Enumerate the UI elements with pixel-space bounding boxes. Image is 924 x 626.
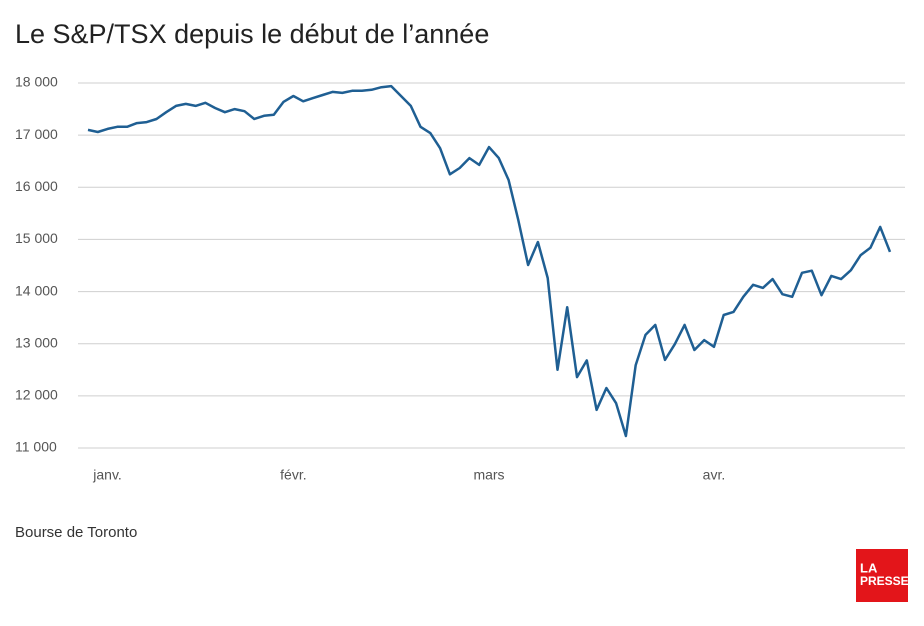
logo-line: PRESSE bbox=[860, 574, 909, 588]
y-tick-label: 11 000 bbox=[15, 439, 57, 455]
chart-title: Le S&P/TSX depuis le début de l’année bbox=[15, 19, 489, 49]
x-tick-label: mars bbox=[473, 467, 504, 483]
y-tick-label: 16 000 bbox=[15, 178, 58, 194]
y-tick-label: 15 000 bbox=[15, 230, 58, 246]
y-tick-label: 12 000 bbox=[15, 387, 58, 403]
x-tick-label: févr. bbox=[280, 467, 306, 483]
y-tick-label: 13 000 bbox=[15, 334, 58, 350]
x-tick-label: avr. bbox=[703, 467, 726, 483]
y-tick-label: 14 000 bbox=[15, 282, 58, 298]
data-line bbox=[87, 84, 892, 438]
x-tick-label: janv. bbox=[92, 467, 122, 483]
logo-line: LA bbox=[860, 560, 878, 575]
y-tick-label: 18 000 bbox=[15, 74, 58, 90]
logo-box bbox=[856, 549, 908, 602]
source: Bourse de Toronto bbox=[15, 524, 137, 541]
y-tick-label: 17 000 bbox=[15, 126, 58, 142]
